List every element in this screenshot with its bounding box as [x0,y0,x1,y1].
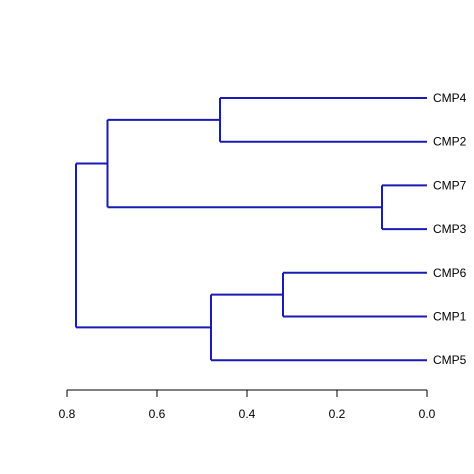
x-tick-label-3: 0.2 [329,407,346,421]
leaf-label-cmp4: CMP4 [433,91,467,105]
leaf-label-cmp1: CMP1 [433,310,467,324]
x-tick-label-2: 0.4 [239,407,256,421]
leaf-label-cmp6: CMP6 [433,266,467,280]
x-tick-label-0: 0.8 [59,407,76,421]
x-axis: 0.8 0.6 0.4 0.2 0.0 [59,389,436,421]
leaf-label-cmp2: CMP2 [433,135,467,149]
x-tick-label-1: 0.6 [149,407,166,421]
x-tick-label-4: 0.0 [419,407,436,421]
leaf-label-cmp7: CMP7 [433,178,467,192]
leaf-label-cmp3: CMP3 [433,222,467,236]
leaf-label-cmp5: CMP5 [433,353,467,367]
dendrogram-branches [75,97,427,362]
leaf-labels: CMP4 CMP2 CMP7 CMP3 CMP6 CMP1 CMP5 [433,91,467,367]
